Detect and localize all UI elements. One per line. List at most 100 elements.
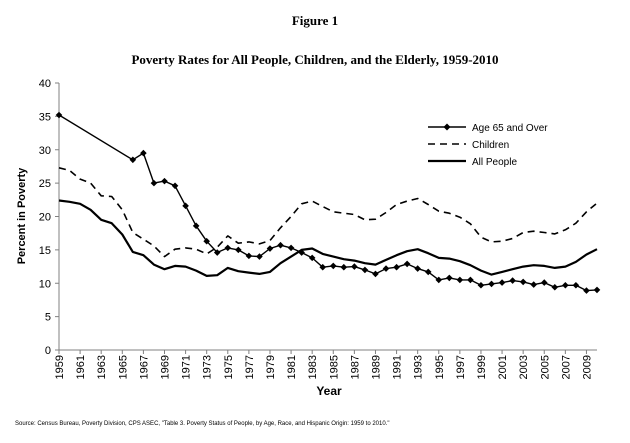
x-tick-label: 1981 [286,355,298,379]
data-point-elderly [361,266,369,274]
chart-title: Poverty Rates for All People, Children, … [131,52,498,67]
x-tick-label: 1977 [244,355,256,379]
data-point-elderly [55,111,63,119]
data-point-elderly [245,252,253,260]
source-note: Source: Census Bureau, Poverty Division,… [15,421,390,427]
legend-label-elderly: Age 65 and Over [472,123,548,134]
x-tick-label: 1989 [370,355,382,379]
x-tick-label: 1967 [138,355,150,379]
data-point-elderly [424,268,432,276]
y-ticks: 0 5 10 15 20 25 30 35 40 [39,78,59,357]
x-tick-label: 1993 [413,355,425,379]
data-point-elderly [467,276,474,284]
legend: Age 65 and Over Children All People [428,123,548,168]
data-point-elderly [351,263,358,270]
y-tick-label: 5 [45,312,51,324]
data-point-elderly [435,276,443,284]
x-tick-label: 1971 [181,355,193,379]
data-point-elderly [256,253,263,260]
data-point-elderly [498,279,506,286]
x-ticks: 1959 1961 1963 1965 1967 1969 1971 1973 1975 1977… [54,350,593,379]
data-point-elderly [140,149,147,157]
data-point-elderly [456,276,464,284]
legend-item-elderly: Age 65 and Over [428,123,548,134]
data-point-elderly [403,260,411,268]
y-axis-label: Percent in Poverty [16,167,28,264]
data-point-elderly [161,177,168,185]
x-tick-label: 1985 [328,355,340,379]
data-point-elderly [298,249,305,256]
y-tick-label: 35 [39,111,51,123]
legend-item-all-people: All People [428,157,517,168]
x-tick-label: 1973 [202,355,214,379]
x-tick-label: 1995 [434,355,446,379]
y-tick-label: 30 [39,145,51,157]
data-point-elderly [414,265,421,272]
x-tick-label: 2005 [539,355,551,379]
data-point-elderly [509,277,516,284]
figure-label: Figure 1 [292,13,338,28]
data-point-elderly [150,179,158,187]
data-point-elderly [224,244,232,252]
data-point-elderly [171,182,179,190]
series-line-children [58,167,598,258]
data-point-elderly [372,270,379,278]
legend-label-children: Children [472,140,509,151]
x-tick-label: 2003 [518,355,530,379]
data-point-elderly [551,283,559,291]
data-point-elderly [393,263,400,271]
data-point-elderly [329,262,337,270]
data-point-elderly [540,279,548,286]
y-tick-label: 40 [39,78,51,90]
y-tick-label: 0 [45,345,51,357]
data-point-elderly [340,263,348,271]
series-line-all-people [58,199,598,277]
x-tick-label: 2001 [497,355,509,379]
y-tick-label: 10 [39,278,51,290]
x-tick-label: 2009 [581,355,593,379]
x-tick-label: 1963 [96,355,108,379]
y-tick-label: 25 [39,178,51,190]
y-tick-label: 15 [39,245,51,257]
x-tick-label: 1961 [75,355,87,379]
x-tick-label: 1999 [476,355,488,379]
x-tick-label: 1997 [455,355,467,379]
x-tick-label: 1965 [117,355,129,379]
x-tick-label: 1969 [159,355,171,379]
legend-label-all-people: All People [472,157,517,168]
x-tick-label: 1991 [392,355,404,379]
legend-marker-elderly [443,123,451,131]
data-point-elderly [488,280,495,288]
data-point-elderly [562,281,569,289]
data-point-elderly [192,222,200,230]
data-point-elderly [477,281,485,289]
x-tick-label: 2007 [560,355,572,379]
x-tick-label: 1959 [54,355,66,379]
data-point-elderly [382,265,390,272]
data-point-elderly [203,237,210,245]
legend-item-children: Children [428,140,509,151]
data-point-elderly [530,281,538,288]
data-point-elderly [182,202,189,210]
data-point-elderly [519,278,527,286]
y-tick-label: 20 [39,212,51,224]
data-point-elderly [266,245,274,252]
data-point-elderly [572,281,580,289]
data-point-elderly [235,246,242,254]
data-point-elderly [583,287,590,294]
data-point-elderly [593,286,601,294]
x-tick-label: 1975 [223,355,235,379]
data-point-elderly [446,274,453,282]
data-point-elderly [319,263,327,271]
x-tick-label: 1987 [349,355,361,379]
data-point-elderly [277,241,284,249]
data-point-elderly [287,244,295,252]
data-point-elderly [129,156,137,164]
x-tick-label: 1983 [307,355,319,379]
series-line-elderly [58,114,598,292]
series-layer [55,111,601,294]
data-point-elderly [308,254,316,262]
x-tick-label: 1979 [265,355,277,379]
data-point-elderly [213,249,221,256]
